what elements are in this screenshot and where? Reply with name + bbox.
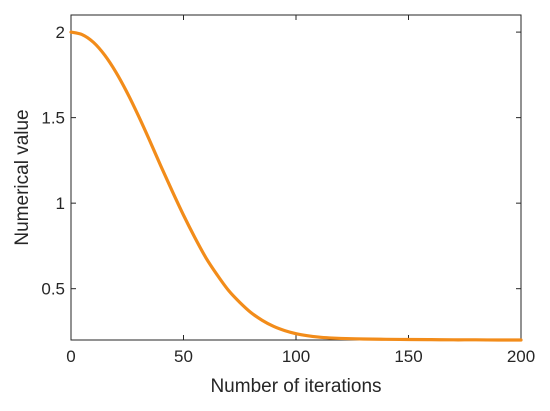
y-tick-label: 0.5: [41, 280, 65, 299]
axis-ticks: 0 50 100 150 200 0.5 1 1.5 2: [41, 15, 535, 366]
series-layer: [69, 30, 523, 342]
x-tick-label: 50: [174, 347, 193, 366]
y-axis-label: Numerical value: [12, 109, 33, 245]
x-tick-label: 200: [507, 347, 535, 366]
plot-area: [70, 14, 522, 341]
y-tick-label: 1.5: [41, 109, 65, 128]
y-tick-label: 1: [56, 194, 65, 213]
plot-frame: [70, 14, 522, 341]
x-tick-label: 0: [66, 347, 75, 366]
x-axis-label: Number of iterations: [210, 376, 381, 397]
x-tick-label: 150: [394, 347, 422, 366]
y-tick-label: 2: [56, 23, 65, 42]
series-line: [69, 30, 523, 342]
x-tick-label: 100: [282, 347, 310, 366]
